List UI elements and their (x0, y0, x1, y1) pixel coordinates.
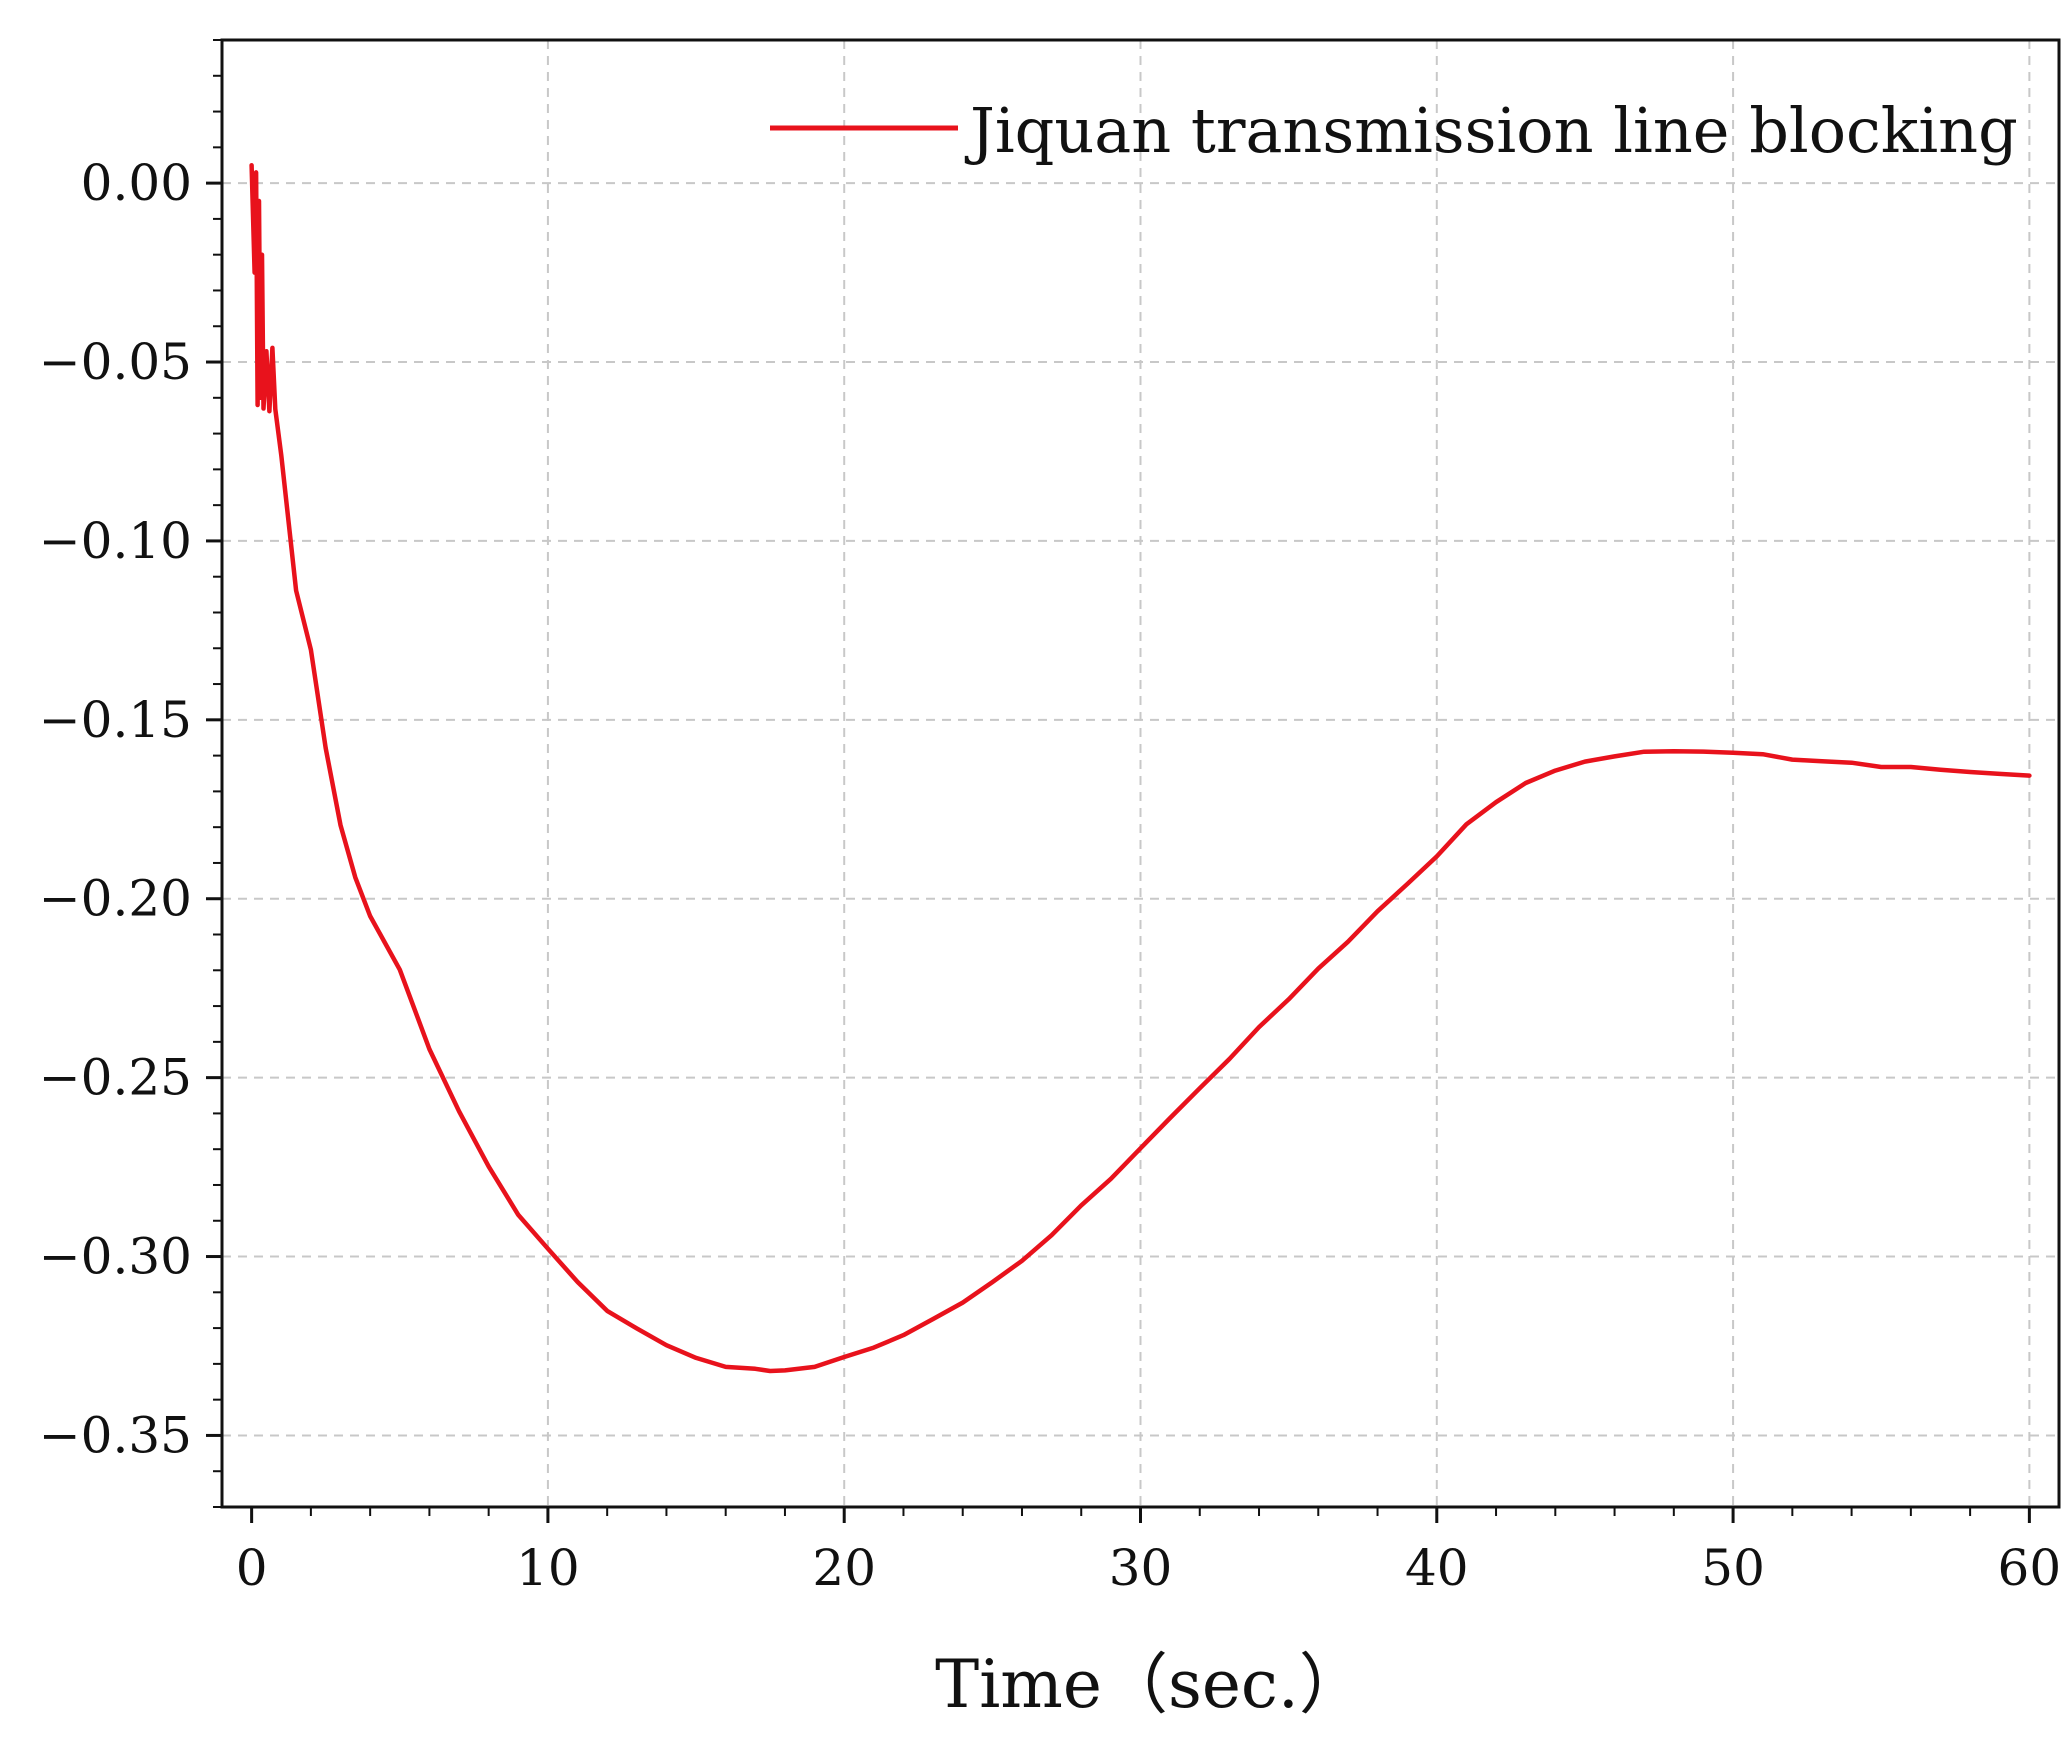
grid (222, 40, 2059, 1507)
y-axis: 0.00 −0.05 −0.10 −0.15 −0.20 −0.25 −0.30 −0.35 (39, 39, 222, 1508)
y-tick-label-1: −0.05 (39, 333, 192, 391)
y-tick-label-2: −0.10 (39, 512, 192, 570)
x-tick-label-6: 60 (1998, 1539, 2062, 1597)
x-axis: 0 10 20 30 40 50 60 (236, 1507, 2061, 1597)
y-tick-label-4: −0.20 (39, 870, 192, 928)
x-tick-label-2: 20 (812, 1539, 876, 1597)
x-axis-title: Time（sec.） (935, 1646, 1365, 1723)
x-tick-label-0: 0 (236, 1539, 268, 1597)
y-tick-label-3: −0.15 (39, 691, 192, 749)
y-tick-label-0: 0.00 (81, 154, 192, 212)
plot-frame (220, 38, 2061, 1509)
series-line-0 (249, 162, 2032, 1374)
legend-label: Jiquan transmission line blocking (964, 94, 2018, 167)
x-tick-label-1: 10 (516, 1539, 580, 1597)
y-tick-label-5: −0.25 (39, 1049, 192, 1107)
series-layer (249, 162, 2032, 1374)
y-tick-label-7: −0.35 (39, 1406, 192, 1464)
legend: Jiquan transmission line blocking (770, 94, 2018, 167)
x-tick-label-5: 50 (1701, 1539, 1765, 1597)
x-tick-label-4: 40 (1405, 1539, 1469, 1597)
y-tick-label-6: −0.30 (39, 1228, 192, 1286)
x-tick-label-3: 30 (1109, 1539, 1173, 1597)
